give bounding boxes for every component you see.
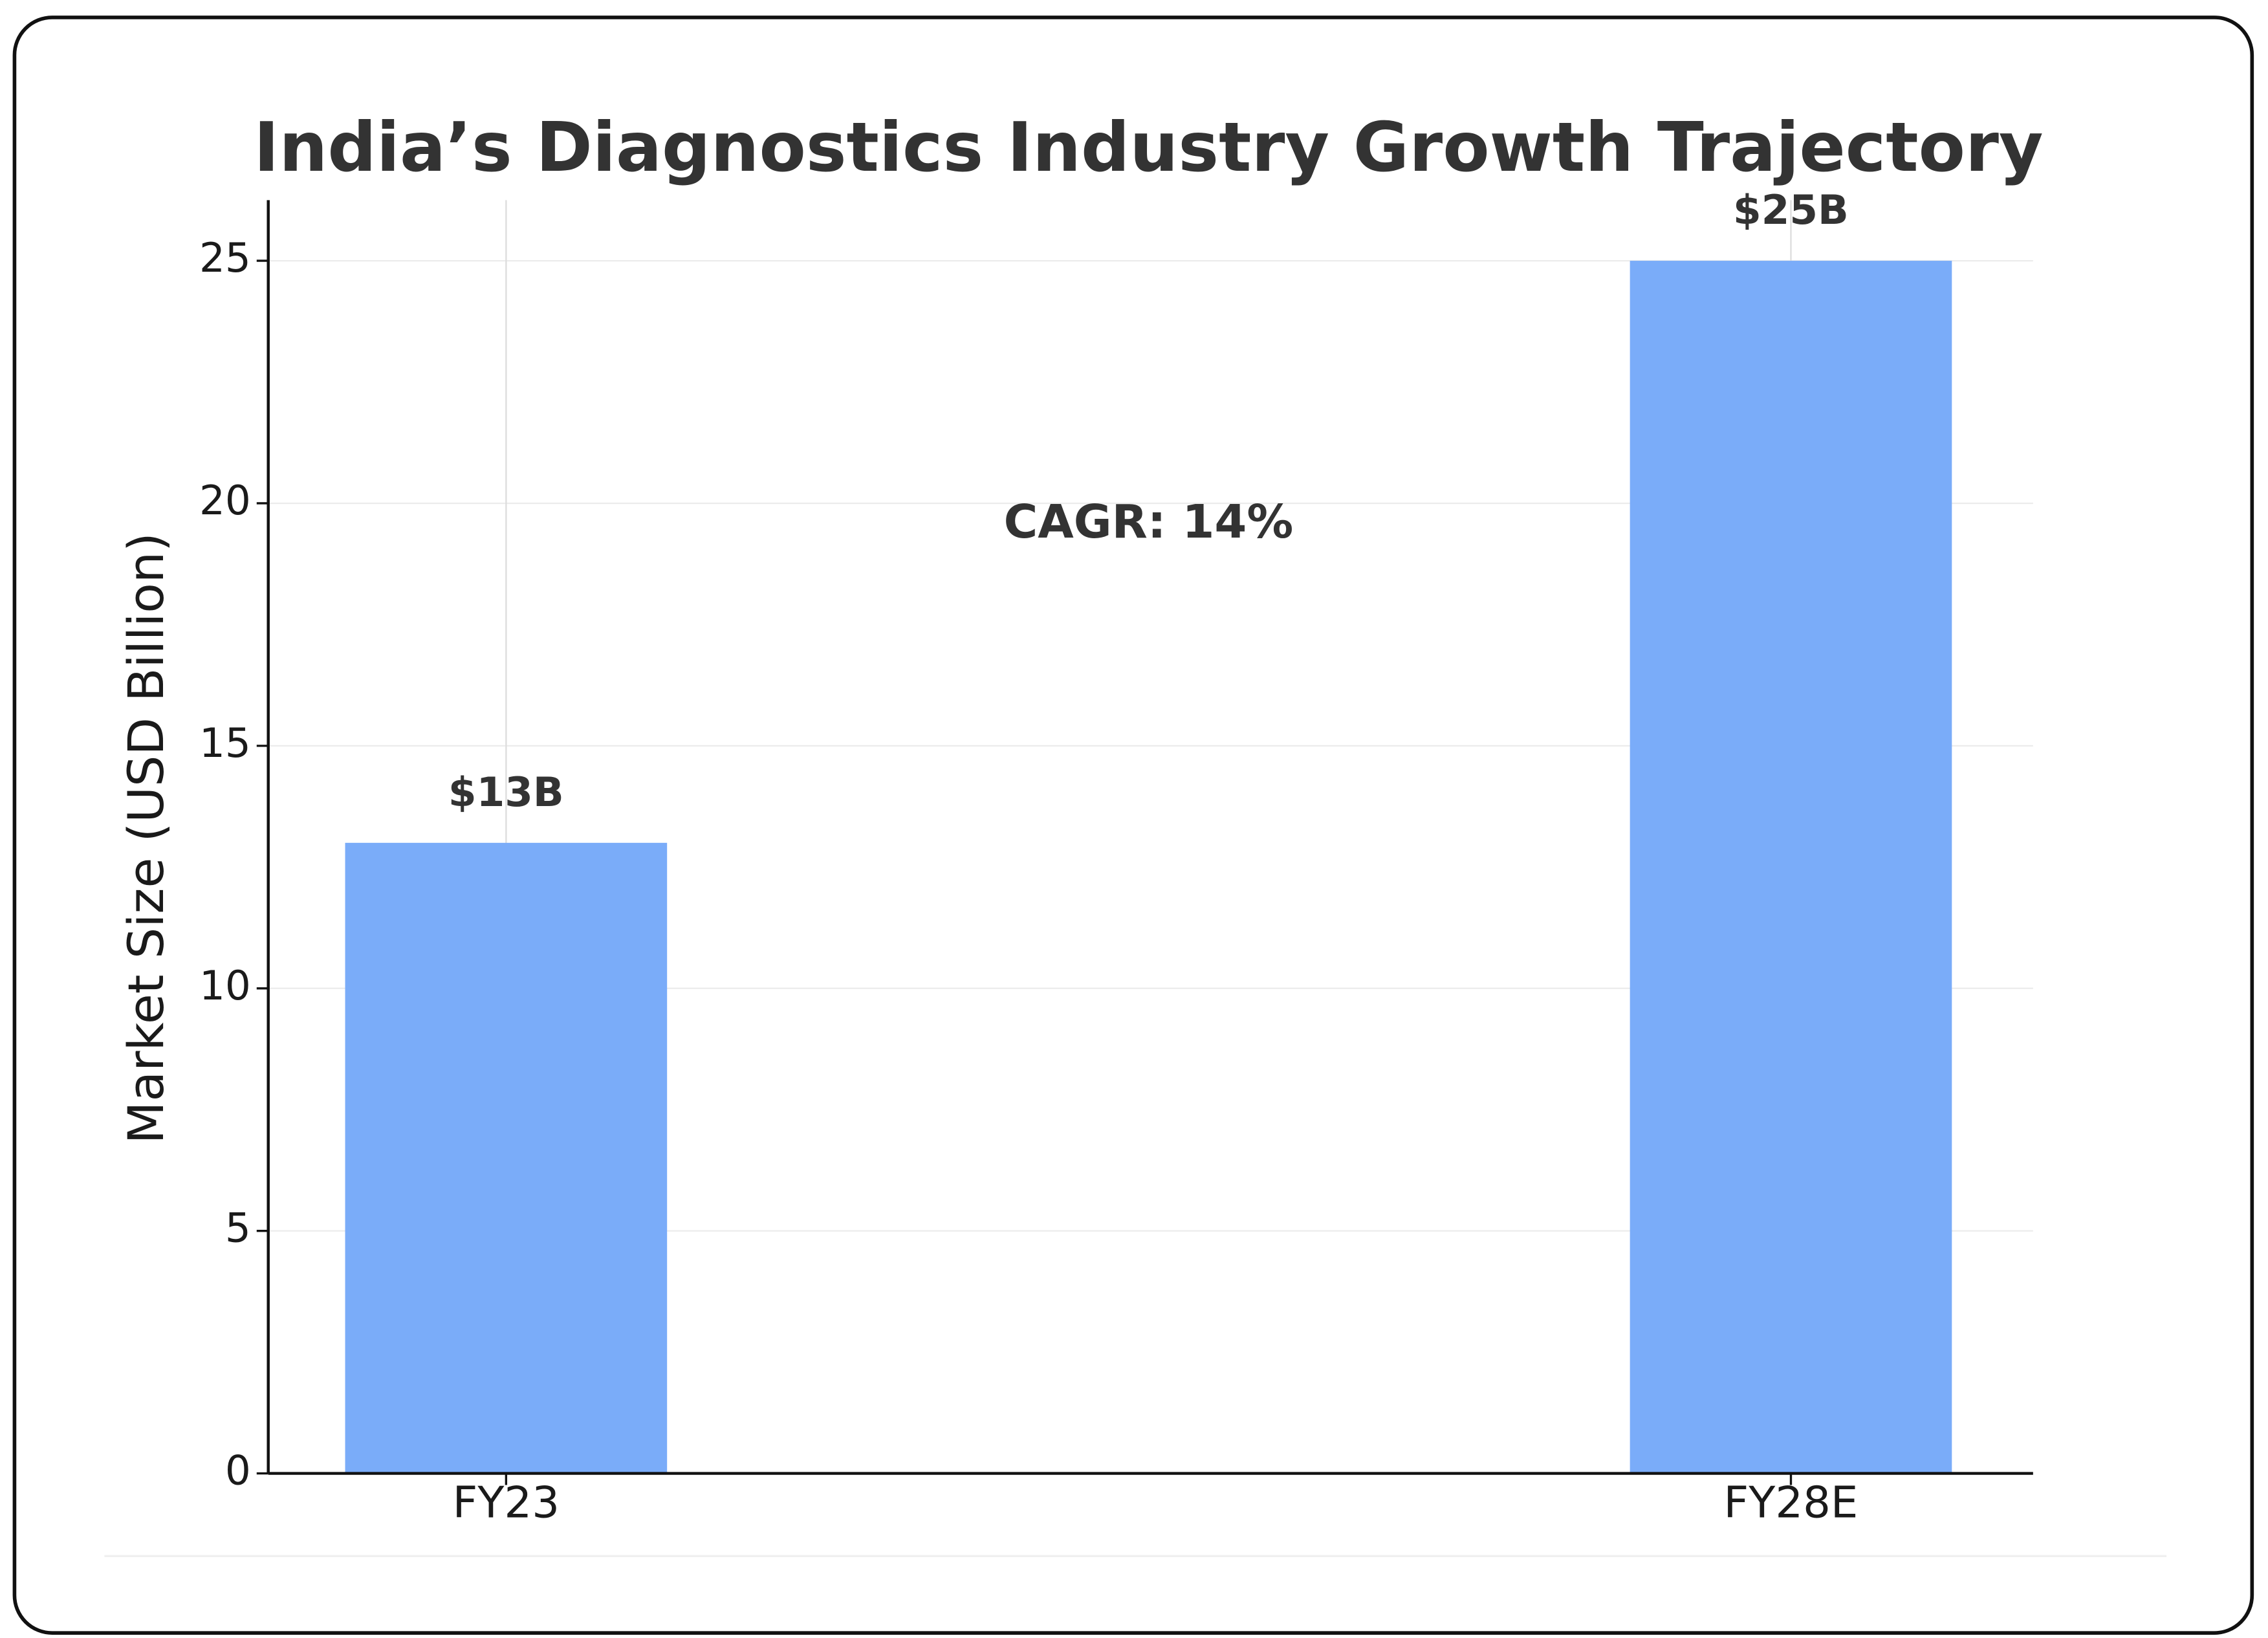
x-tick-label: FY23 xyxy=(453,1477,560,1527)
y-axis-label: Market Size (USD Billion) xyxy=(117,532,175,1144)
value-label: $25B xyxy=(1733,186,1849,234)
x-tick-label: FY28E xyxy=(1724,1477,1859,1527)
y-tick-label: 15 xyxy=(199,719,251,767)
bar xyxy=(1630,261,1952,1474)
plot-area: 0 5 10 15 20 25 FY23 $13B FY28E $25B CAGR: 14% xyxy=(199,186,2033,1527)
y-tick-label: 0 xyxy=(225,1447,251,1494)
chart-title: India’s Diagnostics Industry Growth Traj… xyxy=(254,107,2043,187)
bar xyxy=(345,842,668,1474)
y-tick-label: 25 xyxy=(199,234,251,281)
y-tick-label: 10 xyxy=(199,962,251,1009)
value-label: $13B xyxy=(448,769,564,816)
y-tick-label: 5 xyxy=(225,1205,251,1252)
y-tick-label: 20 xyxy=(199,477,251,524)
annotation: CAGR: 14% xyxy=(1004,494,1294,549)
